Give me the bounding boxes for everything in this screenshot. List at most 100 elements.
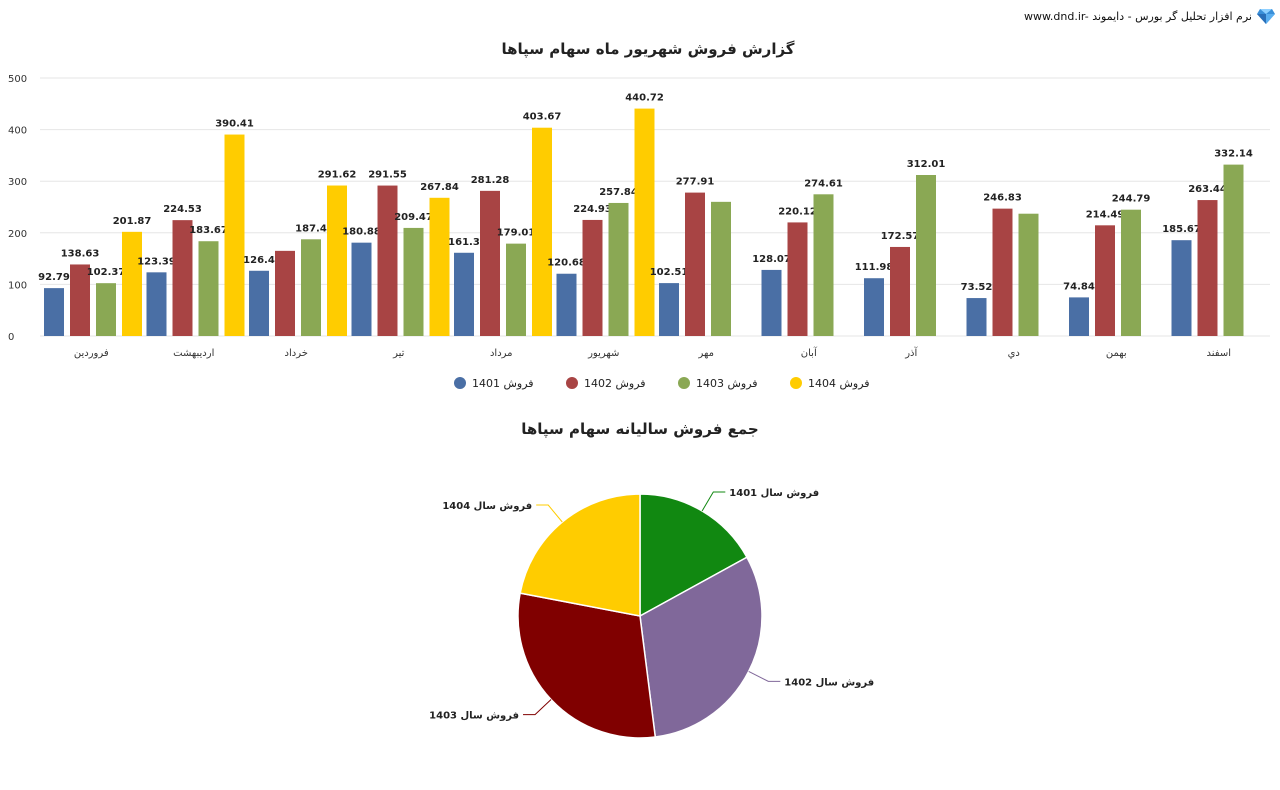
pie-title: جمع فروش سالیانه سهام سپاها xyxy=(521,420,759,439)
data-label: 74.84 xyxy=(1063,281,1095,292)
pie-leader-line xyxy=(523,699,552,716)
bar xyxy=(890,246,910,336)
bar xyxy=(1197,200,1218,336)
x-category-label: اردیبهشت xyxy=(173,348,214,359)
y-tick-label: 500 xyxy=(8,74,27,85)
data-label: 201.87 xyxy=(113,216,152,227)
pie-slice xyxy=(517,592,657,739)
bar xyxy=(377,185,398,336)
data-label: 183.67 xyxy=(189,225,228,236)
data-label: 172.57 xyxy=(881,231,920,242)
data-label: 332.14 xyxy=(1214,149,1253,160)
pie-slice-label: فروش سال 1403 xyxy=(429,711,519,722)
pie-slice xyxy=(639,556,763,738)
bar xyxy=(96,283,116,336)
bar xyxy=(1095,225,1115,336)
data-label: 102.37 xyxy=(87,267,126,278)
data-label: 390.41 xyxy=(215,119,254,130)
bar xyxy=(275,250,295,336)
x-category-label: آبان xyxy=(801,346,818,359)
bar xyxy=(582,219,603,336)
data-label: 440.72 xyxy=(625,93,664,104)
pie-chart: جمع فروش سالیانه سهام سپاها فروش سال 1401… xyxy=(429,420,874,739)
bar xyxy=(454,252,474,336)
data-label: 214.49 xyxy=(1086,209,1125,220)
bar xyxy=(813,194,834,336)
data-label: 244.79 xyxy=(1112,194,1151,205)
bar xyxy=(122,231,142,336)
pie-leader-line xyxy=(701,491,726,512)
legend-label: فروش 1404 xyxy=(808,377,870,390)
y-tick-label: 400 xyxy=(8,126,27,137)
bar xyxy=(224,134,245,336)
bar xyxy=(351,242,372,336)
data-label: 274.61 xyxy=(804,178,843,189)
bar xyxy=(429,197,450,336)
y-tick-label: 100 xyxy=(8,280,27,291)
brand-text: www.dnd.ir- نرم افزار تحلیل گر بورس - دا… xyxy=(1023,9,1252,23)
data-label: 263.44 xyxy=(1188,184,1227,195)
legend-marker xyxy=(678,377,690,389)
bar xyxy=(1223,164,1244,336)
x-category-label: بهمن xyxy=(1106,348,1127,359)
bar xyxy=(966,298,987,336)
data-label: 126.4 xyxy=(243,255,275,266)
data-label: 312.01 xyxy=(907,159,946,170)
data-label: 187.4 xyxy=(295,223,327,234)
data-label: 185.67 xyxy=(1162,224,1201,235)
data-label: 179.01 xyxy=(497,228,536,239)
x-category-label: مهر xyxy=(698,348,714,359)
legend-label: فروش 1401 xyxy=(472,377,534,390)
x-category-label: تیر xyxy=(392,348,405,359)
y-tick-label: 300 xyxy=(8,177,27,188)
bar-chart: گزارش فروش شهریور ماه سهام سپاها 0 100 200 3… xyxy=(8,40,1270,390)
diamond-icon xyxy=(1257,9,1275,24)
bar xyxy=(1069,297,1089,336)
bar xyxy=(146,272,167,336)
legend-label: فروش 1402 xyxy=(584,377,646,390)
data-label: 161.3 xyxy=(448,237,480,248)
chart-title: گزارش فروش شهریور ماه سهام سپاها xyxy=(501,40,794,59)
pie-slice-label: فروش سال 1402 xyxy=(784,677,874,688)
legend-label: فروش 1403 xyxy=(696,377,758,390)
legend-marker xyxy=(454,377,466,389)
pie-leader-line xyxy=(536,504,563,523)
pie-slice xyxy=(639,493,748,618)
data-label: 123.39 xyxy=(137,256,176,267)
bar xyxy=(327,185,347,336)
data-label: 267.84 xyxy=(420,182,459,193)
bar xyxy=(301,239,321,336)
bar xyxy=(172,220,193,336)
data-label: 281.28 xyxy=(471,175,510,186)
data-label: 291.62 xyxy=(318,170,357,181)
bar xyxy=(249,270,269,336)
data-label: 403.67 xyxy=(523,112,562,123)
x-category-label: دي xyxy=(1008,348,1020,359)
bar xyxy=(992,208,1013,336)
data-label: 128.07 xyxy=(752,254,791,265)
y-tick-label: 200 xyxy=(8,229,27,240)
pie-slice xyxy=(519,493,641,617)
pie-slice-label: فروش سال 1404 xyxy=(442,501,532,512)
x-category-label: اسفند xyxy=(1207,348,1231,359)
data-label: 138.63 xyxy=(61,248,100,259)
data-label: 291.55 xyxy=(368,170,407,181)
bar xyxy=(198,241,219,336)
bar xyxy=(1018,213,1039,336)
data-label: 102.51 xyxy=(650,267,689,278)
data-label: 209.47 xyxy=(394,212,433,223)
data-label: 224.93 xyxy=(573,204,612,215)
data-label: 224.53 xyxy=(163,204,202,215)
bar xyxy=(685,192,705,336)
data-label: 220.12 xyxy=(778,206,817,217)
legend-marker xyxy=(566,377,578,389)
data-label: 73.52 xyxy=(961,282,993,293)
data-label: 180.88 xyxy=(342,227,381,238)
bar xyxy=(787,222,808,336)
bar xyxy=(864,278,884,336)
bar xyxy=(44,288,64,336)
bar xyxy=(711,201,731,336)
bar xyxy=(480,190,500,336)
data-label: 257.84 xyxy=(599,187,638,198)
data-label: 246.83 xyxy=(983,193,1022,204)
